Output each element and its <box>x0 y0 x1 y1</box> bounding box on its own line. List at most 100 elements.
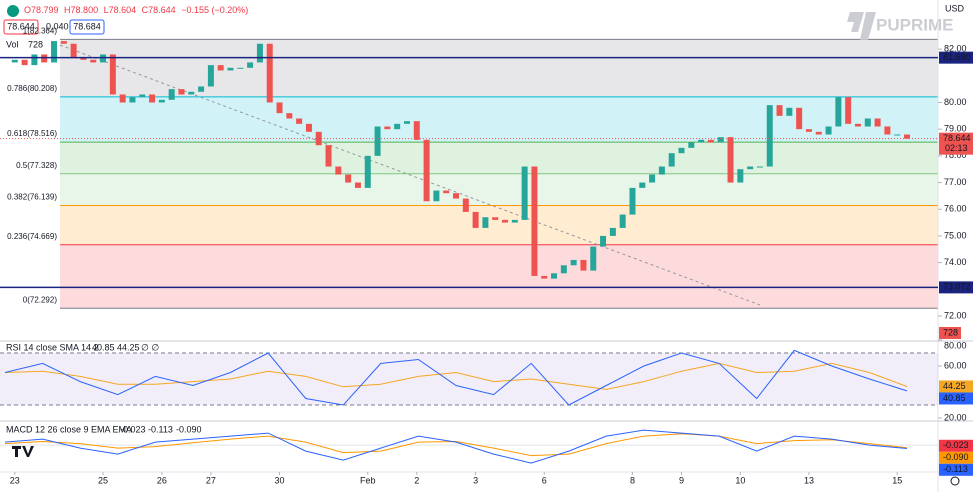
ohlc-low: L78.604 <box>104 5 137 15</box>
candle <box>854 123 861 127</box>
candle <box>423 139 430 202</box>
rsi-title: RSI 14 close SMA 14 2 <box>6 342 99 352</box>
y-tick-label: 78.00 <box>944 150 967 160</box>
fib-band <box>60 173 938 206</box>
rsi-tick-label: 60.00 <box>944 360 967 370</box>
y-tick-label: 82.00 <box>944 43 967 53</box>
candle <box>227 67 234 71</box>
candle <box>149 94 156 103</box>
candle <box>668 153 675 167</box>
candle <box>198 86 205 92</box>
price-label: 73.072 <box>943 282 971 292</box>
candle <box>276 102 283 114</box>
candle <box>786 107 793 116</box>
candle <box>521 166 528 220</box>
candle <box>629 187 636 215</box>
candle <box>462 198 469 212</box>
candle <box>335 166 342 175</box>
candle <box>570 259 577 266</box>
fib-band <box>60 142 938 174</box>
candle <box>158 99 165 103</box>
candle <box>60 41 67 44</box>
candle <box>756 166 763 168</box>
candle <box>364 155 371 188</box>
bid-box[interactable] <box>3 19 39 35</box>
candle <box>256 43 263 63</box>
candle <box>541 275 548 279</box>
candle <box>502 219 509 223</box>
candle <box>296 118 303 124</box>
bid: 78.644 <box>7 21 35 31</box>
ask-box[interactable] <box>69 19 105 35</box>
x-tick-label: 26 <box>157 475 167 485</box>
y-tick-label: 80.00 <box>944 97 967 107</box>
candle <box>188 91 195 95</box>
candle <box>384 126 391 130</box>
candle <box>129 97 136 103</box>
candle <box>619 214 626 228</box>
candle <box>747 166 754 170</box>
candle <box>139 94 146 98</box>
candle <box>904 134 910 139</box>
candle <box>247 62 254 68</box>
x-tick-label: 25 <box>98 475 108 485</box>
rsi-sma-label-box <box>939 380 973 393</box>
x-tick-label: 3 <box>473 475 478 485</box>
macd-hist-label-box <box>939 439 973 452</box>
candle <box>482 217 489 228</box>
candle <box>80 57 87 60</box>
candle <box>649 174 656 183</box>
candle <box>766 105 773 167</box>
candle <box>100 54 107 63</box>
candle <box>825 126 832 135</box>
candle <box>894 134 901 136</box>
y-tick-label: 72.00 <box>944 310 967 320</box>
trend-line <box>59 44 761 306</box>
candle <box>815 131 822 135</box>
x-tick-label: Feb <box>360 475 376 485</box>
candle <box>394 123 401 130</box>
candle <box>305 123 312 132</box>
ohlc-high: H78.800 <box>64 5 98 15</box>
rsi-tick-label: 80.00 <box>944 340 967 350</box>
rsi-value: 40.85 <box>92 342 115 352</box>
candle <box>727 137 734 183</box>
candle <box>884 126 891 135</box>
y-tick-label: 77.00 <box>944 177 967 187</box>
candle <box>472 211 479 228</box>
x-tick-label: 15 <box>892 475 902 485</box>
macd-value: -0.113 <box>148 424 173 434</box>
watermark-text: PUPRIME <box>876 15 953 34</box>
settings-icon[interactable] <box>950 476 960 486</box>
macd-signal-line <box>4 433 908 457</box>
volume-box <box>939 327 961 339</box>
candle <box>609 227 616 236</box>
fib-bands <box>60 38 938 309</box>
rsi-band <box>0 352 938 405</box>
candle <box>864 118 871 127</box>
tv-logo-mark <box>12 446 34 457</box>
candle <box>266 43 273 103</box>
watermark-logo <box>847 12 876 40</box>
candle <box>796 107 803 130</box>
rsi-sma-label: 44.25 <box>943 381 966 391</box>
macd-signal-label-box <box>939 451 973 464</box>
candle <box>51 41 58 63</box>
candle <box>207 65 214 87</box>
candle <box>90 59 97 63</box>
x-tick-label: 23 <box>10 475 20 485</box>
tv-logo <box>8 441 34 461</box>
candle <box>688 142 695 148</box>
candle <box>178 89 185 95</box>
x-tick-label: 2 <box>414 475 419 485</box>
candle <box>658 166 665 175</box>
x-tick-label: 10 <box>735 475 745 485</box>
rsi-sma-value: 44.25 <box>117 342 140 352</box>
candle <box>325 145 332 167</box>
x-tick-label: 13 <box>804 475 814 485</box>
x-tick-label: 6 <box>542 475 547 485</box>
candle <box>707 139 714 143</box>
candle <box>109 54 116 95</box>
candle <box>286 113 293 119</box>
candle <box>776 105 783 116</box>
